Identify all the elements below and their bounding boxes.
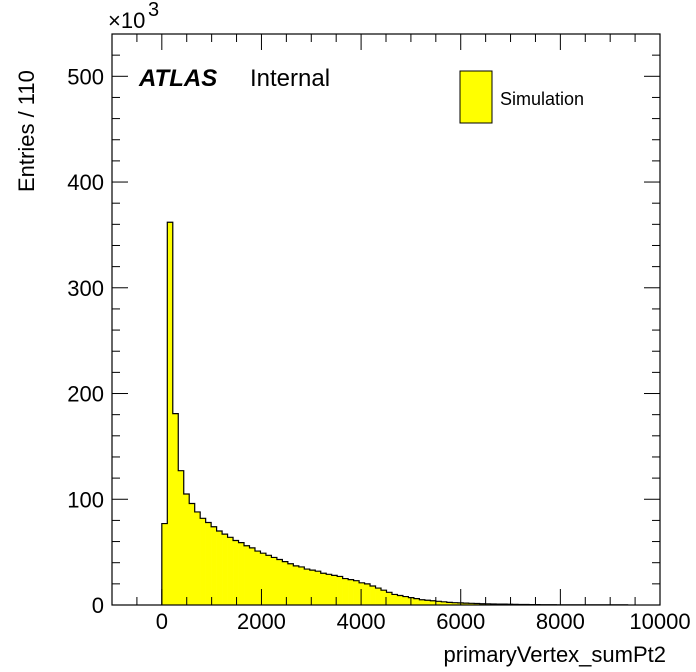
histogram-bar: [463, 603, 469, 605]
x-axis-title: primaryVertex_sumPt2: [443, 642, 666, 667]
plot-area: [112, 34, 660, 605]
y-tick-label: 200: [67, 382, 104, 407]
histogram-bar: [276, 559, 283, 605]
histogram-bar: [293, 565, 300, 605]
histogram-bar: [446, 602, 453, 605]
histogram-bar: [370, 585, 376, 605]
histogram-bar: [397, 595, 404, 605]
y-tick-label: 500: [67, 64, 104, 89]
y-tick-label: 0: [92, 593, 104, 618]
histogram-bar: [161, 523, 168, 605]
histogram-bar: [178, 470, 185, 605]
y-axis-title: Entries / 110: [14, 70, 39, 192]
histogram-bar: [452, 602, 459, 605]
histogram-bar: [265, 555, 272, 605]
histogram-bar: [189, 503, 195, 605]
histogram-bar: [435, 601, 442, 605]
x-tick-label: 8000: [536, 609, 585, 634]
x-tick-label: 2000: [237, 609, 286, 634]
internal-label: Internal: [250, 65, 330, 92]
histogram-bar: [260, 553, 267, 605]
x-tick-label: 4000: [337, 609, 386, 634]
histogram-bar: [326, 574, 332, 605]
histogram-bar: [205, 522, 212, 605]
legend-label: Simulation: [500, 89, 584, 109]
histogram-bar: [194, 511, 201, 605]
y-multiplier: ×10: [108, 8, 145, 33]
histogram-bar: [216, 530, 223, 605]
histogram-bar: [441, 601, 448, 605]
histogram-bar: [402, 596, 409, 605]
x-tick-label: 10000: [629, 609, 690, 634]
histogram-bar: [249, 547, 256, 605]
x-tick-label: 0: [156, 609, 168, 634]
histogram-bar: [331, 575, 338, 605]
histogram-bar: [342, 578, 349, 605]
histogram-bar: [424, 600, 431, 605]
y-multiplier-exponent: 3: [148, 0, 159, 21]
histogram-bar: [244, 545, 250, 605]
histogram-bar: [353, 580, 360, 605]
histogram-bar: [172, 413, 179, 605]
y-tick-label: 400: [67, 170, 104, 195]
histogram-bar: [233, 540, 239, 605]
histogram-bar: [419, 599, 426, 605]
histogram-bar: [200, 518, 206, 605]
histogram-bar: [413, 598, 420, 605]
histogram-bar: [359, 582, 365, 605]
histogram-bar: [479, 603, 486, 605]
histogram-bar: [271, 557, 278, 605]
histogram-bar: [337, 576, 343, 605]
y-tick-label: 100: [67, 487, 104, 512]
atlas-label: ATLAS: [138, 65, 217, 92]
y-tick-label: 300: [67, 276, 104, 301]
histogram-bar: [348, 579, 354, 605]
histogram-bar: [364, 583, 371, 605]
histogram-bar: [222, 534, 228, 605]
histogram-bar: [375, 588, 382, 605]
histogram-bar: [238, 542, 245, 605]
histogram-bar: [309, 570, 316, 605]
histogram-bar: [474, 603, 480, 605]
histogram-bar: [381, 590, 387, 605]
histogram-bar: [304, 569, 311, 605]
histogram-bar: [183, 493, 190, 605]
x-tick-label: 6000: [436, 609, 485, 634]
histogram-bar: [167, 222, 174, 606]
legend-swatch: [459, 70, 493, 124]
histogram-bar: [430, 600, 437, 605]
histogram-bar: [315, 571, 322, 605]
tick-labels: 0 2000 4000 6000 8000 10000 0 100 200 300 400 500: [67, 64, 690, 634]
histogram-bar: [468, 603, 475, 605]
axis-ticks: [111, 33, 661, 606]
histogram-bar: [320, 573, 327, 605]
histogram-bar: [386, 592, 393, 605]
histogram-bar: [254, 551, 261, 605]
histogram-outline: [161, 221, 629, 606]
histogram-bar: [298, 566, 305, 605]
histogram-bar: [282, 561, 289, 605]
histogram-bar: [227, 537, 234, 605]
histogram-bar: [211, 526, 217, 605]
histogram-bar: [391, 594, 398, 605]
histogram-bar: [287, 563, 294, 605]
